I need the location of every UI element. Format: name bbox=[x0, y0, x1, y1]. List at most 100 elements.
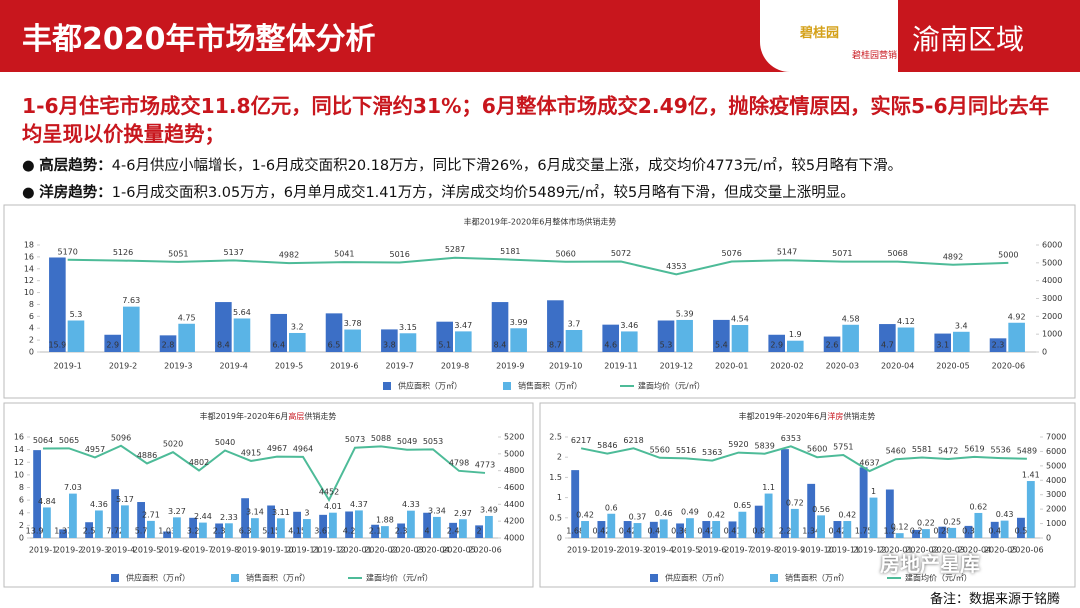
bar bbox=[491, 302, 509, 352]
bar bbox=[686, 518, 694, 538]
data-label: 2 bbox=[477, 527, 482, 536]
bar bbox=[43, 507, 51, 538]
data-label: 5460 bbox=[886, 447, 906, 456]
data-label: 4.75 bbox=[178, 313, 196, 322]
data-label: 5016 bbox=[389, 250, 409, 259]
data-label: 0.42 bbox=[697, 527, 715, 536]
data-label: 4802 bbox=[189, 458, 209, 467]
bar bbox=[859, 467, 868, 538]
data-label: 5147 bbox=[777, 248, 797, 257]
data-label: 0.12 bbox=[891, 523, 909, 532]
chart-title: 丰都2019年-2020年6月高层供销走势 bbox=[200, 411, 337, 421]
bar bbox=[345, 511, 353, 538]
x-tick-label: 2019-7 bbox=[385, 362, 413, 371]
x-tick-label: 2020-04 bbox=[881, 362, 914, 371]
data-label: 0.3 bbox=[962, 527, 975, 536]
data-label: 5088 bbox=[371, 434, 391, 443]
bar bbox=[303, 519, 311, 538]
data-label: 8.7 bbox=[549, 341, 562, 350]
data-label: 4.33 bbox=[402, 500, 420, 509]
data-label: 13.92 bbox=[26, 527, 49, 536]
bar bbox=[713, 319, 730, 352]
data-label: 5041 bbox=[334, 250, 354, 259]
bar bbox=[289, 332, 306, 352]
data-label: 2.2 bbox=[779, 527, 792, 536]
data-label: 0.42 bbox=[707, 511, 725, 520]
data-label: 2.8 bbox=[162, 341, 175, 350]
bullet-text: 4-6月供应小幅增长，1-6月成交面积20.18万方，同比下滑26%，6月成交量… bbox=[111, 158, 903, 174]
data-label: 2.71 bbox=[142, 510, 160, 519]
data-label: 5472 bbox=[938, 447, 958, 456]
data-label: 3.67 bbox=[314, 527, 332, 536]
data-label: 5.17 bbox=[116, 495, 134, 504]
footer-note: 备注：数据来源于铭腾 bbox=[929, 592, 1060, 607]
y-tick-label: 6 bbox=[29, 312, 34, 321]
x-tick-label: 2019-2 bbox=[593, 546, 621, 555]
legend-label: 建面均价（元/㎡） bbox=[905, 573, 972, 583]
x-tick-label: 2020-05 bbox=[442, 546, 475, 555]
data-label: 4637 bbox=[859, 459, 879, 468]
data-label: 5489 bbox=[1017, 446, 1037, 455]
bar bbox=[1026, 481, 1035, 538]
x-tick-label: 2019-1 bbox=[567, 546, 595, 555]
data-label: 0.6 bbox=[605, 503, 618, 512]
bar bbox=[319, 514, 327, 538]
bar bbox=[267, 505, 275, 538]
data-label: 8.4 bbox=[494, 341, 507, 350]
data-label: 2.33 bbox=[220, 513, 238, 522]
y2-tick-label: 1000 bbox=[1046, 519, 1066, 528]
line-series bbox=[67, 256, 1009, 276]
x-tick-label: 2019-10 bbox=[260, 546, 293, 555]
bar bbox=[649, 521, 658, 538]
data-label: 5920 bbox=[728, 440, 748, 449]
x-tick-label: 2020-01 bbox=[338, 546, 371, 555]
data-label: 5.3 bbox=[660, 341, 673, 350]
data-label: 1.75 bbox=[855, 527, 873, 536]
data-label: 1.88 bbox=[376, 516, 394, 525]
bar bbox=[95, 510, 103, 538]
data-label: 6353 bbox=[781, 434, 801, 443]
data-label: 0.2 bbox=[910, 527, 923, 536]
bar bbox=[163, 531, 171, 538]
x-tick-label: 2019-9 bbox=[777, 546, 805, 555]
legend-swatch bbox=[111, 574, 119, 582]
bar bbox=[659, 519, 668, 538]
bar bbox=[49, 257, 66, 352]
logo-area: 碧桂园 碧桂园营销 bbox=[760, 0, 898, 72]
data-label: 0.37 bbox=[629, 513, 647, 522]
x-tick-label: 2020-02 bbox=[364, 546, 397, 555]
bar bbox=[449, 522, 457, 538]
data-label: 5071 bbox=[832, 249, 852, 258]
bar bbox=[964, 525, 973, 538]
x-tick-label: 2019-4 bbox=[646, 546, 674, 555]
brand-sub: 碧桂园营销 bbox=[852, 51, 898, 61]
data-label: 4773 bbox=[475, 460, 495, 469]
bar bbox=[974, 512, 983, 538]
data-label: 0.41 bbox=[724, 527, 742, 536]
data-label: 1 bbox=[871, 487, 876, 496]
data-label: 3.11 bbox=[272, 508, 290, 517]
bar bbox=[623, 521, 632, 538]
data-label: 4982 bbox=[279, 251, 299, 260]
data-label: 5076 bbox=[721, 249, 741, 258]
data-label: 5581 bbox=[912, 445, 932, 454]
x-tick-label: 2019-4 bbox=[219, 362, 247, 371]
data-label: 2.9 bbox=[770, 341, 783, 350]
bar bbox=[475, 525, 483, 538]
data-label: 4.01 bbox=[324, 502, 342, 511]
bar bbox=[173, 517, 181, 538]
y2-tick-label: 4200 bbox=[504, 517, 524, 526]
bar bbox=[329, 512, 337, 538]
data-label: 0.46 bbox=[655, 509, 673, 518]
x-tick-label: 2019-12 bbox=[853, 546, 886, 555]
bar bbox=[912, 529, 920, 538]
data-label: 5053 bbox=[423, 437, 443, 446]
data-label: 5065 bbox=[59, 436, 79, 445]
x-tick-label: 2019-4 bbox=[107, 546, 135, 555]
data-label: 1.2 bbox=[883, 527, 896, 536]
line-series bbox=[580, 445, 1027, 473]
data-label: 0.42 bbox=[576, 511, 594, 520]
data-label: 5536 bbox=[990, 446, 1010, 455]
bar bbox=[1008, 322, 1025, 352]
data-label: 2.5 bbox=[83, 527, 96, 536]
